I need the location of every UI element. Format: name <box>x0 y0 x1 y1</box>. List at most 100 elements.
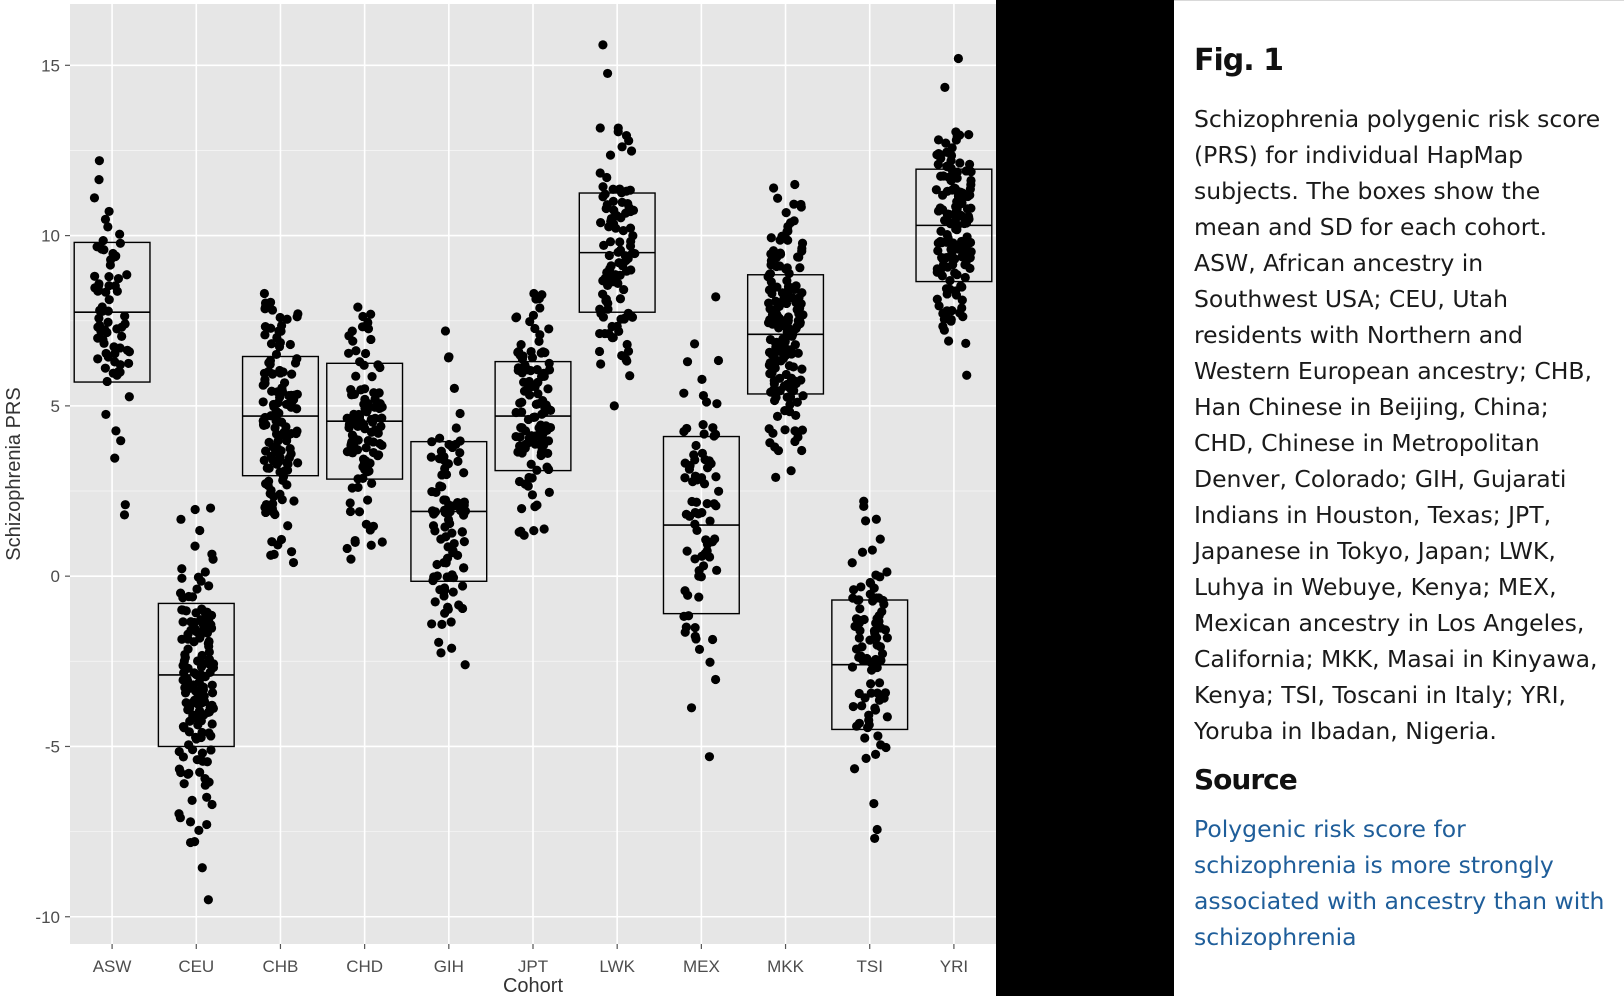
data-point <box>782 263 792 273</box>
data-point <box>797 243 807 253</box>
data-point <box>771 472 781 483</box>
data-point <box>177 564 187 574</box>
data-point <box>258 397 268 407</box>
data-point <box>773 445 784 456</box>
data-point <box>937 237 947 247</box>
data-point <box>785 400 795 410</box>
data-point <box>534 336 544 346</box>
data-point <box>444 352 454 362</box>
data-point <box>953 53 963 64</box>
data-point <box>789 199 799 209</box>
x-tick-label: ASW <box>93 957 132 976</box>
data-point <box>120 319 130 329</box>
data-point <box>851 644 862 654</box>
data-point <box>428 521 439 531</box>
data-point <box>544 358 554 368</box>
data-point <box>282 458 292 468</box>
data-point <box>363 324 374 334</box>
data-point <box>190 504 200 515</box>
data-point <box>344 348 354 358</box>
y-axis-title: Schizophrenia PRS <box>3 387 25 560</box>
data-point <box>350 537 360 548</box>
data-point <box>873 731 883 741</box>
data-point <box>273 398 283 408</box>
data-point <box>455 448 465 458</box>
data-point <box>199 691 209 701</box>
data-point <box>848 701 858 712</box>
data-point <box>869 798 879 809</box>
data-point <box>792 397 802 407</box>
data-point <box>699 479 710 489</box>
data-point <box>439 591 449 601</box>
data-point <box>711 472 721 482</box>
data-point <box>871 618 881 628</box>
data-point <box>953 199 963 209</box>
data-point <box>941 253 952 263</box>
data-point <box>355 357 365 367</box>
data-point <box>680 473 690 483</box>
data-point <box>89 193 100 203</box>
data-point <box>183 644 193 654</box>
data-point <box>275 312 285 323</box>
data-point <box>614 258 624 268</box>
data-point <box>545 405 556 416</box>
data-point <box>513 363 524 373</box>
data-point <box>289 496 299 506</box>
data-point <box>115 238 125 248</box>
data-point <box>275 417 285 427</box>
data-point <box>689 339 700 349</box>
data-point <box>439 455 449 465</box>
data-point <box>202 628 213 638</box>
data-point <box>712 399 722 409</box>
data-point <box>528 310 539 320</box>
data-point <box>101 409 111 420</box>
data-point <box>624 202 634 213</box>
data-point <box>204 581 214 591</box>
data-point <box>267 537 277 547</box>
data-point <box>100 325 110 335</box>
data-point <box>871 593 882 603</box>
data-point <box>612 321 622 331</box>
data-point <box>625 223 636 233</box>
data-point <box>366 334 376 345</box>
data-point <box>194 706 205 716</box>
data-point <box>202 757 212 767</box>
data-point <box>98 334 108 345</box>
data-point <box>707 634 718 645</box>
data-point <box>600 189 610 199</box>
data-point <box>361 443 371 453</box>
data-point <box>292 389 302 399</box>
data-point <box>880 625 891 635</box>
data-point <box>286 428 296 439</box>
data-point <box>793 252 803 262</box>
data-point <box>790 340 800 350</box>
source-link[interactable]: Polygenic risk score for schizophrenia i… <box>1194 815 1605 951</box>
data-point <box>598 182 608 192</box>
data-point <box>686 703 697 713</box>
data-point <box>447 442 458 453</box>
data-point <box>533 389 543 399</box>
data-point <box>200 780 210 790</box>
data-point <box>780 336 790 347</box>
data-point <box>870 833 880 844</box>
data-point <box>459 537 469 547</box>
data-point <box>206 731 216 741</box>
data-point <box>276 446 286 456</box>
data-point <box>124 358 134 369</box>
data-point <box>351 371 361 381</box>
data-point <box>945 276 955 286</box>
data-point <box>870 628 880 638</box>
data-point <box>93 354 103 364</box>
data-point <box>523 365 533 375</box>
data-point <box>287 369 297 379</box>
data-point <box>536 450 546 461</box>
data-point <box>859 501 869 511</box>
data-point <box>942 289 952 299</box>
data-point <box>955 158 965 168</box>
data-point <box>778 354 788 364</box>
data-point <box>933 246 943 256</box>
data-point <box>864 710 874 720</box>
data-point <box>785 218 796 228</box>
data-point <box>375 439 385 449</box>
data-point <box>933 159 943 169</box>
